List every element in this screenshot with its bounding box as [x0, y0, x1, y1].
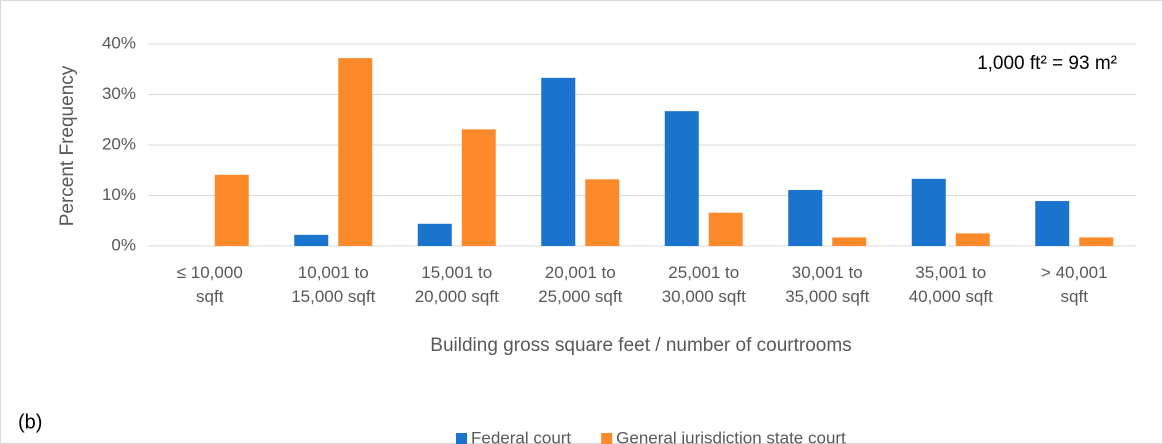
legend-swatch — [601, 433, 613, 444]
x-tick-label: 35,001 to 40,000 sqft — [909, 263, 993, 306]
legend-label: General jurisdiction state court — [616, 428, 846, 444]
bar — [664, 111, 699, 246]
bar — [585, 179, 620, 246]
legend-label: Federal court — [471, 428, 571, 444]
y-tick-label: 10% — [102, 185, 136, 204]
y-tick-label: 40% — [102, 33, 136, 52]
panel-label: (b) — [18, 411, 42, 433]
bar — [417, 223, 452, 246]
x-tick-label: > 40,001 sqft — [1041, 263, 1108, 306]
y-tick-label: 0% — [111, 235, 136, 254]
bar — [294, 234, 329, 246]
bar — [911, 178, 946, 246]
annotation: 1,000 ft² = 93 m² — [977, 53, 1117, 74]
y-tick-label: 30% — [102, 84, 136, 103]
bar — [541, 77, 576, 247]
bar — [1035, 201, 1070, 246]
x-tick-label: 20,001 to 25,000 sqft — [538, 263, 622, 306]
x-tick-label: 15,001 to 20,000 sqft — [415, 263, 499, 306]
bar — [461, 129, 496, 246]
y-axis-title: Percent Frequency — [57, 65, 78, 226]
legend-swatch — [456, 433, 467, 444]
x-tick-label: ≤ 10,000 sqft — [177, 263, 243, 306]
x-tick-label: 25,001 to 30,000 sqft — [662, 263, 746, 306]
bar — [788, 189, 823, 246]
bar — [1079, 237, 1114, 246]
bar — [338, 58, 373, 246]
x-axis-title: Building gross square feet / number of c… — [430, 335, 851, 356]
x-tick-label: 10,001 to 15,000 sqft — [291, 263, 375, 306]
x-tick-label: 30,001 to 35,000 sqft — [785, 263, 869, 306]
bar — [708, 212, 743, 246]
bar — [832, 237, 867, 246]
bar — [214, 174, 249, 246]
y-tick-label: 20% — [102, 134, 136, 153]
bar — [955, 233, 990, 246]
